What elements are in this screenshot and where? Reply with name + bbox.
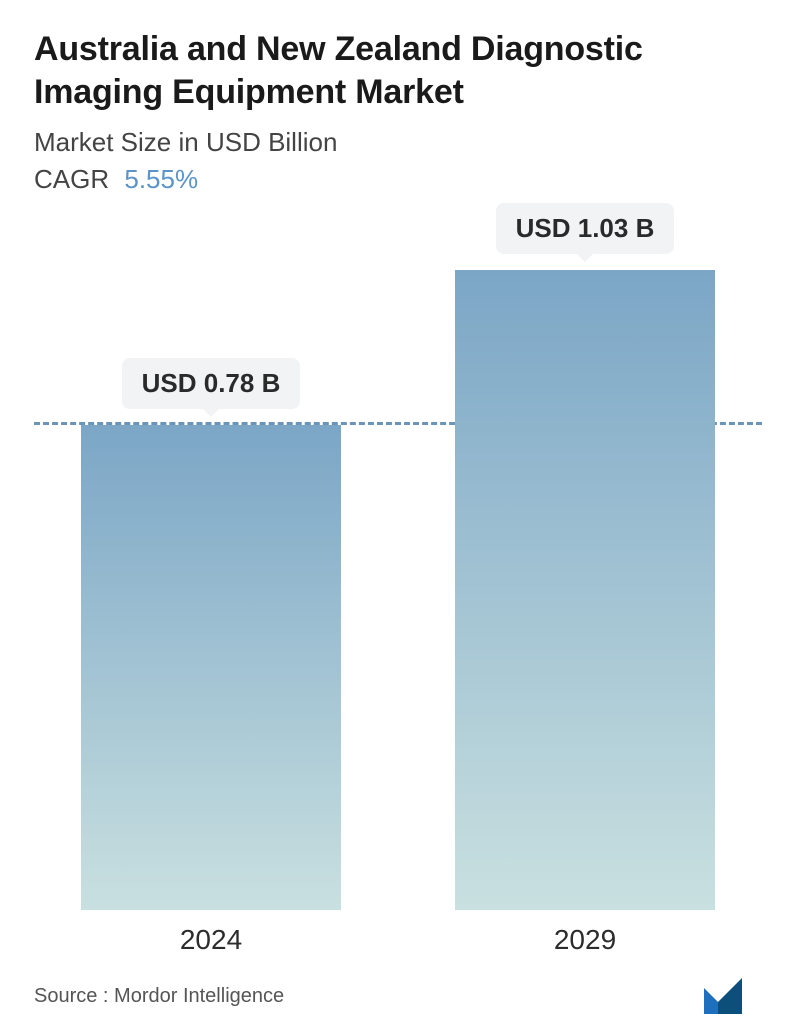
chart-container: Australia and New Zealand Diagnostic Ima… bbox=[0, 0, 796, 1034]
brand-logo-icon bbox=[702, 976, 762, 1016]
bar-column: USD 1.03 B bbox=[455, 203, 715, 910]
bar-value-tag: USD 0.78 B bbox=[122, 358, 301, 409]
bars-wrap: USD 0.78 BUSD 1.03 B bbox=[34, 235, 762, 910]
bar-value-tag: USD 1.03 B bbox=[496, 203, 675, 254]
cagr-row: CAGR 5.55% bbox=[34, 164, 762, 195]
chart-subtitle: Market Size in USD Billion bbox=[34, 127, 762, 158]
x-axis-label: 2029 bbox=[554, 924, 616, 956]
cagr-label: CAGR bbox=[34, 164, 109, 194]
chart-title: Australia and New Zealand Diagnostic Ima… bbox=[34, 28, 762, 113]
bar-column: USD 0.78 B bbox=[81, 358, 341, 910]
chart-area: USD 0.78 BUSD 1.03 B 2024 2029 bbox=[34, 235, 762, 970]
cagr-value: 5.55% bbox=[124, 164, 198, 194]
source-text: Source : Mordor Intelligence bbox=[34, 985, 284, 1008]
x-axis-label: 2024 bbox=[180, 924, 242, 956]
bar-fill bbox=[455, 270, 715, 910]
bar-fill bbox=[81, 425, 341, 910]
chart-footer: Source : Mordor Intelligence bbox=[34, 970, 762, 1016]
bar bbox=[81, 425, 341, 910]
bar bbox=[455, 270, 715, 910]
